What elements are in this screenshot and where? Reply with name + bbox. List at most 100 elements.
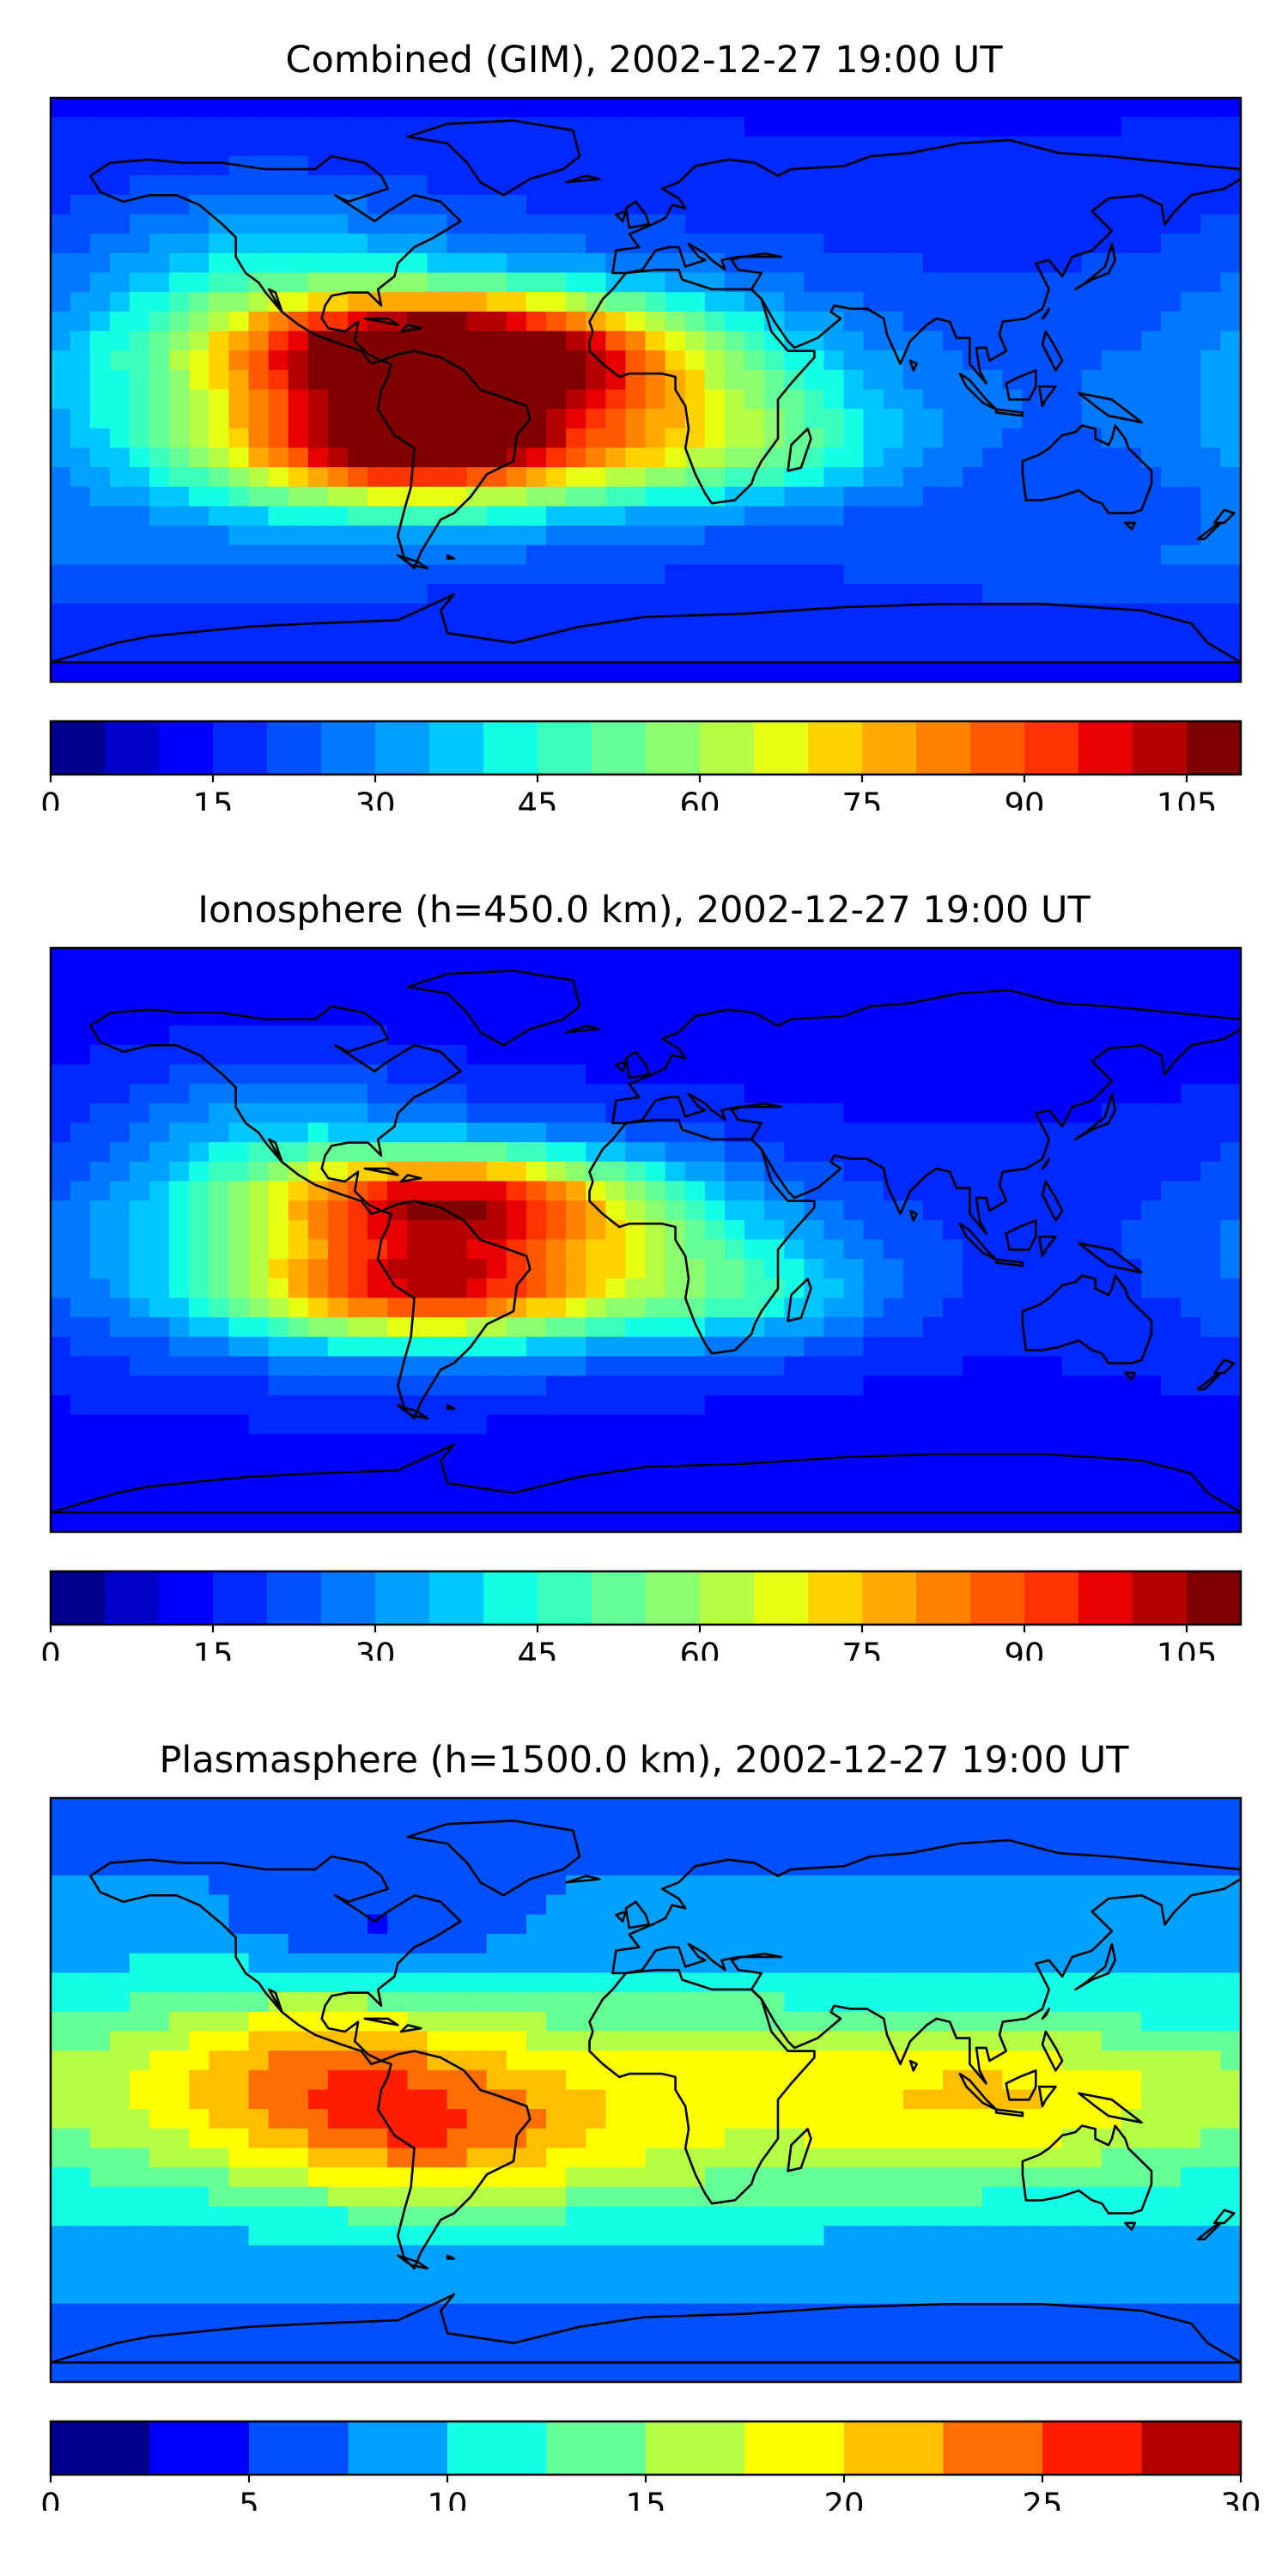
heatmap-cell xyxy=(963,1181,984,1202)
heatmap-cell xyxy=(902,1376,924,1396)
heatmap-cell xyxy=(982,1103,1004,1124)
heatmap-cell xyxy=(169,967,191,987)
heatmap-cell xyxy=(407,1511,428,1532)
heatmap-cell xyxy=(248,967,270,987)
heatmap-cell xyxy=(963,603,984,624)
heatmap-cell xyxy=(189,967,210,987)
island-outline xyxy=(1041,307,1050,320)
heatmap-cell xyxy=(1101,447,1122,469)
heatmap-cell xyxy=(407,428,428,449)
heatmap-cell xyxy=(645,1336,666,1358)
heatmap-cell xyxy=(665,2186,686,2208)
heatmap-cell xyxy=(744,1414,766,1436)
heatmap-cell xyxy=(724,1817,745,1838)
heatmap-cell xyxy=(1141,1511,1163,1532)
heatmap-cell xyxy=(109,1394,131,1416)
heatmap-cell xyxy=(784,428,805,449)
heatmap-cell xyxy=(566,1914,587,1935)
heatmap-cell xyxy=(863,1914,884,1935)
heatmap-cell xyxy=(922,661,944,682)
heatmap-cell xyxy=(1081,623,1103,644)
heatmap-cell xyxy=(843,1239,865,1261)
heatmap-cell xyxy=(704,369,726,391)
heatmap-cell xyxy=(1101,1875,1122,1896)
heatmap-cell xyxy=(447,2069,468,2091)
heatmap-cell xyxy=(149,428,171,449)
heatmap-cell xyxy=(486,1473,507,1494)
heatmap-cell xyxy=(268,584,289,605)
heatmap-cell xyxy=(1081,2011,1103,2032)
heatmap-cell xyxy=(1061,272,1083,294)
heatmap-cell xyxy=(883,603,904,624)
heatmap-cell xyxy=(784,155,805,177)
heatmap-cell xyxy=(268,1219,289,1241)
heatmap-cell xyxy=(169,1161,191,1182)
heatmap-cell xyxy=(228,1434,250,1455)
heatmap-cell xyxy=(764,1025,786,1046)
heatmap-cell xyxy=(784,1817,805,1838)
heatmap-cell xyxy=(883,2186,904,2208)
heatmap-cell xyxy=(209,1103,230,1124)
heatmap-cell xyxy=(1101,331,1122,352)
heatmap-cell xyxy=(704,1084,726,1104)
heatmap-cell xyxy=(843,1875,865,1896)
heatmap-cell xyxy=(307,506,329,527)
heatmap-cell xyxy=(1220,1161,1241,1182)
heatmap-cell xyxy=(744,136,766,157)
heatmap-cell xyxy=(704,1161,726,1182)
heatmap-cell xyxy=(169,194,191,216)
heatmap-cell xyxy=(51,214,71,235)
heatmap-cell xyxy=(1200,292,1222,313)
heatmap-cell xyxy=(902,292,924,313)
heatmap-cell xyxy=(129,2186,150,2208)
heatmap-cell xyxy=(1042,1934,1063,1954)
heatmap-cell xyxy=(1061,1434,1083,1455)
heatmap-cell xyxy=(407,584,428,605)
heatmap-cell xyxy=(51,1817,71,1838)
heatmap-cell xyxy=(883,2167,904,2188)
heatmap-cell xyxy=(963,1817,984,1838)
heatmap-cell xyxy=(1061,1356,1083,1377)
heatmap-cell xyxy=(883,369,904,391)
heatmap-cell xyxy=(427,506,448,527)
heatmap-cell xyxy=(1220,564,1241,586)
heatmap-cell xyxy=(943,369,964,391)
heatmap-cell xyxy=(506,1394,527,1416)
heatmap-cell xyxy=(1101,2167,1122,2188)
heatmap-cell xyxy=(70,214,91,235)
heatmap-cell xyxy=(189,1219,210,1241)
heatmap-cell xyxy=(1081,526,1103,546)
heatmap-cell xyxy=(1181,252,1202,274)
heatmap-cell xyxy=(744,409,766,429)
heatmap-cell xyxy=(902,486,924,507)
heatmap-cell xyxy=(764,252,786,274)
heatmap-cell xyxy=(307,1992,329,2013)
heatmap-cell xyxy=(645,1219,666,1241)
heatmap-cell xyxy=(149,98,171,118)
heatmap-cell xyxy=(625,1317,647,1338)
heatmap-cell xyxy=(982,1122,1004,1144)
heatmap-cell xyxy=(189,544,210,566)
heatmap-cell xyxy=(129,409,150,429)
heatmap-cell xyxy=(1161,1856,1182,1877)
heatmap-cell xyxy=(248,1297,270,1319)
heatmap-cell xyxy=(1042,369,1063,391)
heatmap-cell xyxy=(348,292,369,313)
heatmap-cell xyxy=(744,98,766,118)
heatmap-cell xyxy=(704,1376,726,1396)
heatmap-cell xyxy=(1181,136,1202,157)
heatmap-cell xyxy=(665,98,686,118)
heatmap-cell xyxy=(486,564,507,586)
heatmap-cell xyxy=(209,948,230,969)
heatmap-cell xyxy=(447,1142,468,1163)
heatmap-cell xyxy=(943,350,964,371)
heatmap-cell xyxy=(427,1356,448,1377)
heatmap-cell xyxy=(466,1239,488,1261)
heatmap-cell xyxy=(228,350,250,371)
heatmap-cell xyxy=(189,175,210,196)
heatmap-cell xyxy=(1061,1297,1083,1319)
heatmap-cell xyxy=(823,409,845,429)
heatmap-cell xyxy=(823,1914,845,1935)
heatmap-cell xyxy=(963,1103,984,1124)
heatmap-cell xyxy=(1101,544,1122,566)
